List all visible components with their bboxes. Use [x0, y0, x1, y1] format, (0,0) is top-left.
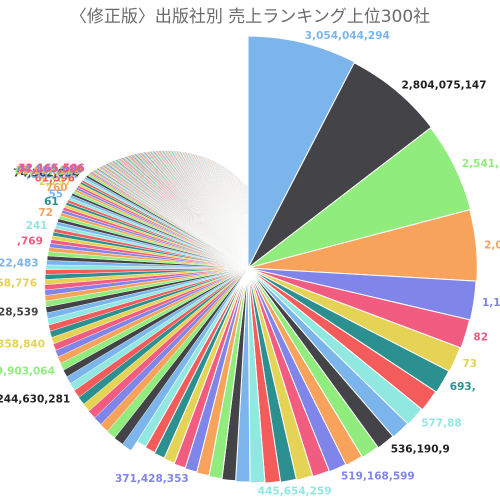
- pie-slice: [45, 264, 249, 270]
- data-label: 577,88: [421, 417, 462, 429]
- data-label: 1,1: [482, 297, 500, 309]
- pie-slice: [52, 267, 249, 351]
- pie-slice: [106, 267, 249, 439]
- data-label: 22,483: [0, 257, 39, 269]
- pie-slice: [44, 267, 249, 285]
- data-labels: 3,054,044,294 2,804,075,147 2,541,669 2,01 1…: [0, 30, 500, 498]
- pie-slice: [63, 267, 249, 378]
- data-label: ,660,994: [26, 169, 78, 181]
- data-label: 55: [48, 189, 63, 201]
- data-label: 44,865,680: [17, 163, 83, 175]
- pie-slice: [73, 267, 249, 398]
- pie-slice: [83, 267, 249, 412]
- data-label: 536,190,9: [391, 444, 450, 456]
- pie-slice: [247, 267, 437, 411]
- data-label: 958,776: [0, 278, 37, 290]
- pie-slice: [247, 267, 282, 484]
- pie-slice: [57, 267, 249, 364]
- pie-slice: [66, 267, 249, 384]
- pie-slice: [48, 267, 249, 332]
- pie-slice: [44, 267, 249, 280]
- pie-slice: [49, 267, 249, 338]
- pie-slice: [235, 267, 251, 483]
- chart-title: 〈修正版〉出版社別 売上ランキング上位300社: [69, 7, 431, 27]
- pie-slice: [247, 267, 297, 483]
- data-label: 203,358,840: [0, 339, 45, 351]
- pie-slice: [144, 267, 249, 454]
- pie-slice: [100, 267, 249, 432]
- pie-slice: [247, 267, 266, 484]
- pie-slice: [247, 127, 472, 269]
- data-label: 244,630,281: [0, 394, 70, 406]
- pie-slice: [114, 267, 249, 445]
- pie-slice: [122, 267, 249, 451]
- data-label: 65,047,285: [15, 166, 81, 178]
- data-label: 2,804,075,147: [402, 80, 487, 92]
- pie-slice: [247, 35, 356, 269]
- data-label: 186,528,539: [0, 307, 38, 319]
- pie-slice: [78, 267, 249, 405]
- pie-slice: [247, 62, 433, 269]
- pie-slice: [247, 267, 409, 438]
- pie-slice: [247, 209, 478, 282]
- data-label: 760: [46, 182, 68, 194]
- pie-slice: [88, 267, 249, 418]
- pie-slice: [247, 267, 471, 349]
- pie-slice: [46, 267, 249, 320]
- data-label: 2,01: [484, 239, 500, 251]
- pie-slice: [247, 267, 330, 478]
- pie-slice: [44, 267, 249, 296]
- pie-slice: [94, 267, 249, 425]
- data-label: 241: [26, 220, 48, 232]
- data-label: 82: [473, 331, 488, 343]
- data-label: 74,362,994: [13, 167, 79, 179]
- pie-slice: [45, 267, 249, 275]
- pie-slice: [51, 267, 249, 345]
- pie-slice: [47, 267, 249, 326]
- data-label: 693,: [450, 381, 476, 393]
- data-label: 3,054,044,294: [305, 30, 390, 42]
- pie-slices: [44, 35, 478, 484]
- data-label: 61: [44, 196, 59, 208]
- data-label: 61,596: [34, 173, 75, 185]
- data-label: 219,903,064: [0, 366, 55, 378]
- data-label: 73: [463, 358, 478, 370]
- data-label: 32,165,506: [18, 163, 84, 175]
- data-label: ,769: [17, 235, 43, 247]
- data-label: 58,094,200: [16, 164, 82, 176]
- pie-slice: [69, 267, 249, 391]
- data-label: 445,654,259: [258, 486, 332, 498]
- pie-slice: [247, 267, 347, 473]
- pie-slice: [55, 267, 249, 358]
- pie-slice: [247, 267, 423, 426]
- pie-slice: [247, 267, 394, 449]
- pie-slice: [247, 267, 450, 393]
- data-label: 72: [38, 207, 53, 219]
- data-label: 2,797: [39, 176, 72, 188]
- pie-slice: [247, 267, 363, 466]
- pie-slice: [247, 267, 379, 458]
- pie-slice: [247, 267, 314, 481]
- pie-slice: [44, 267, 249, 291]
- pie-slice: [44, 267, 249, 302]
- data-label: 371,428,353: [115, 473, 189, 485]
- pie-slice: [44, 267, 249, 308]
- pie-slice: [60, 267, 249, 371]
- pie-slice: [153, 267, 249, 459]
- pie-slice: [247, 267, 461, 373]
- pie-slice: [45, 267, 249, 314]
- data-label: 519,168,599: [341, 471, 415, 483]
- data-label: 2,541,669: [462, 158, 500, 170]
